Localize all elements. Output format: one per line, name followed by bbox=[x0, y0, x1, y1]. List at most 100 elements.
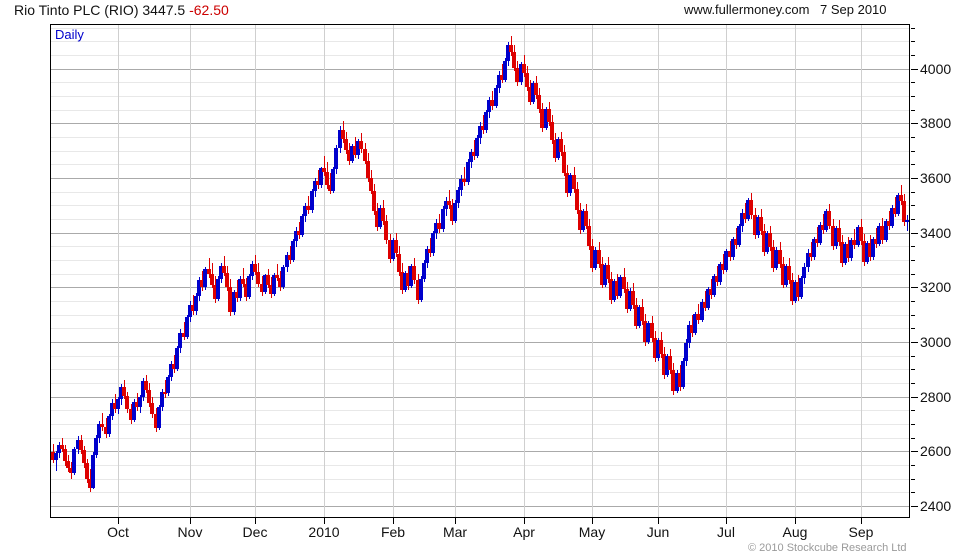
gridline-minor bbox=[51, 164, 909, 165]
candlestick-body bbox=[787, 266, 791, 281]
candlestick-body bbox=[76, 440, 80, 450]
gridline-major bbox=[51, 342, 909, 343]
y-axis-tick-minor bbox=[911, 260, 915, 261]
candlestick-body bbox=[503, 60, 507, 80]
candlestick-body bbox=[659, 339, 663, 355]
candlestick-body bbox=[319, 168, 323, 186]
candlestick-body bbox=[675, 372, 679, 392]
y-axis-tick-major bbox=[911, 69, 918, 70]
candlestick-body bbox=[494, 87, 498, 106]
candlestick-body bbox=[210, 273, 214, 285]
gridline-minor bbox=[51, 55, 909, 56]
candlestick-body bbox=[693, 314, 697, 333]
candlestick-body bbox=[175, 348, 179, 369]
candlestick-body bbox=[728, 251, 732, 258]
x-axis-tick bbox=[393, 518, 394, 524]
candlestick-body bbox=[643, 321, 647, 343]
candlestick-body bbox=[615, 281, 619, 296]
x-axis-tick bbox=[324, 518, 325, 524]
x-axis-label: Feb bbox=[380, 524, 406, 540]
candlestick-body bbox=[232, 292, 236, 312]
y-axis-tick-major bbox=[911, 342, 918, 343]
x-axis-label: 2010 bbox=[308, 524, 340, 540]
candlestick-body bbox=[578, 209, 582, 230]
candlestick-body bbox=[771, 247, 775, 269]
chart-date: 7 Sep 2010 bbox=[820, 2, 887, 17]
candlestick-body bbox=[784, 266, 788, 285]
candlestick-body bbox=[734, 238, 738, 245]
candlestick-body bbox=[544, 109, 548, 128]
gridline-month bbox=[861, 25, 862, 517]
candlestick-body bbox=[185, 317, 189, 337]
candlestick-body bbox=[709, 289, 713, 296]
candlestick-wick bbox=[449, 190, 450, 210]
y-axis-tick-minor bbox=[911, 465, 915, 466]
gridline-month bbox=[795, 25, 796, 517]
candlestick-body bbox=[288, 254, 292, 261]
candlestick-body bbox=[369, 178, 373, 191]
y-axis-tick-minor bbox=[911, 438, 915, 439]
gridline-minor bbox=[51, 328, 909, 329]
y-axis-tick-minor bbox=[911, 274, 915, 275]
candlestick-body bbox=[147, 389, 151, 404]
gridline-minor bbox=[51, 438, 909, 439]
candlestick-body bbox=[291, 241, 295, 261]
candlestick-body bbox=[122, 386, 126, 396]
candlestick-wick bbox=[62, 437, 63, 453]
gridline-major bbox=[51, 233, 909, 234]
gridline-minor bbox=[51, 41, 909, 42]
instrument-name-and-price: Rio Tinto PLC (RIO) 3447.5 bbox=[14, 2, 186, 18]
candlestick-wick bbox=[483, 115, 484, 135]
candlestick-body bbox=[88, 478, 92, 488]
y-axis-tick-minor bbox=[911, 192, 915, 193]
candlestick-body bbox=[668, 356, 672, 371]
candlestick-body bbox=[388, 240, 392, 259]
y-axis-label: 3800 bbox=[920, 115, 952, 131]
candlestick-wick bbox=[889, 210, 890, 230]
candlestick-body bbox=[334, 148, 338, 170]
candlestick-body bbox=[285, 254, 289, 267]
y-axis-tick-major bbox=[911, 506, 918, 507]
candlestick-body bbox=[568, 174, 572, 194]
candlestick-body bbox=[696, 314, 700, 321]
candlestick-body bbox=[462, 179, 466, 183]
candlestick-body bbox=[640, 307, 644, 322]
candlestick-wick bbox=[308, 195, 309, 215]
candlestick-body bbox=[731, 238, 735, 258]
candlestick-body bbox=[490, 100, 494, 106]
candlestick-body bbox=[216, 278, 220, 299]
gridline-month bbox=[118, 25, 119, 517]
candlestick-body bbox=[294, 231, 298, 242]
candlestick-body bbox=[213, 284, 217, 299]
y-axis-label: 2600 bbox=[920, 443, 952, 459]
candlestick-body bbox=[809, 252, 813, 258]
gridline-minor bbox=[51, 479, 909, 480]
y-axis-tick-major bbox=[911, 287, 918, 288]
candlestick-body bbox=[266, 275, 270, 285]
candlestick-body bbox=[547, 109, 551, 123]
candlestick-body bbox=[104, 426, 108, 435]
candlestick-body bbox=[874, 238, 878, 245]
y-axis-tick-minor bbox=[911, 328, 915, 329]
candlestick-wick bbox=[745, 202, 746, 223]
candlestick-body bbox=[350, 145, 354, 162]
chart-header: Rio Tinto PLC (RIO) 3447.5 -62.50 www.fu… bbox=[0, 0, 980, 22]
gridline-major bbox=[51, 287, 909, 288]
y-axis-tick-minor bbox=[911, 96, 915, 97]
candlestick-body bbox=[203, 269, 207, 288]
candlestick-body bbox=[107, 415, 111, 435]
candlestick-wick bbox=[823, 214, 824, 234]
candlestick-body bbox=[182, 332, 186, 337]
candlestick-body bbox=[378, 207, 382, 227]
candlestick-body bbox=[556, 139, 560, 158]
candlestick-body bbox=[637, 307, 641, 326]
candlestick-body bbox=[821, 224, 825, 230]
x-axis-tick bbox=[726, 518, 727, 524]
candlestick-body bbox=[818, 224, 822, 244]
candlestick-body bbox=[487, 100, 491, 113]
candlestick-body bbox=[678, 372, 682, 387]
candlestick-body bbox=[737, 226, 741, 245]
candlestick-wick bbox=[184, 322, 185, 341]
candlestick-wick bbox=[165, 380, 166, 398]
candlestick-body bbox=[831, 225, 835, 247]
